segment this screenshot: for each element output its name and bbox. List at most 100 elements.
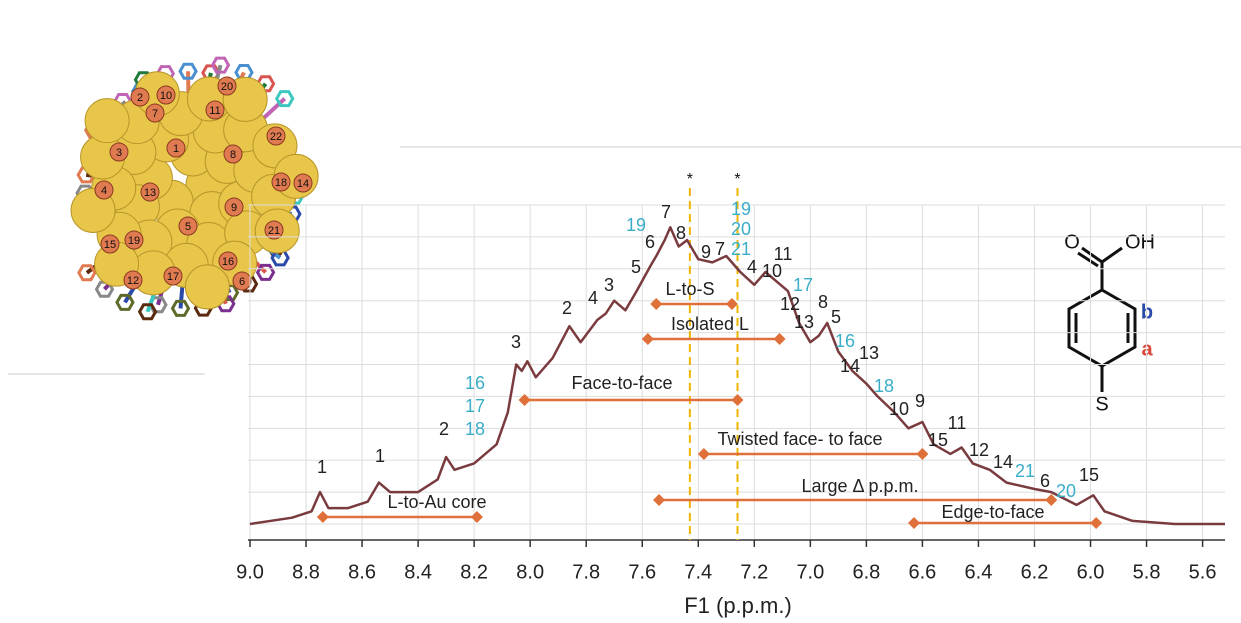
- range-end: [519, 394, 531, 406]
- atom-number: 13: [144, 187, 156, 199]
- peak-label: 18: [465, 419, 485, 439]
- range-end: [653, 494, 665, 506]
- peak-label: 9: [915, 391, 925, 411]
- peak-label: 17: [793, 275, 813, 295]
- peak-label: 18: [874, 376, 894, 396]
- atom-number: 2: [137, 92, 143, 104]
- figure: 21020711221831814139452115191617612 O OH…: [0, 0, 1241, 623]
- peak-label: 21: [731, 239, 751, 259]
- x-tick-label: 8.6: [348, 561, 376, 583]
- atom-number: 12: [127, 275, 139, 287]
- peak-label: 16: [465, 373, 485, 393]
- peak-label: 16: [835, 331, 855, 351]
- peak-label: 19: [626, 215, 646, 235]
- peak-label: 14: [840, 356, 860, 376]
- peak-label: 12: [780, 294, 800, 314]
- peak-label: 2: [439, 419, 449, 439]
- peak-label: 2: [562, 298, 572, 318]
- atom-number: 19: [128, 235, 140, 247]
- range-end: [732, 394, 744, 406]
- peak-label: 4: [588, 288, 598, 308]
- x-tick-label: 6.2: [1021, 561, 1049, 583]
- atom-number: 11: [209, 105, 220, 117]
- peak-label: 5: [831, 307, 841, 327]
- peak-label: 1: [317, 457, 327, 477]
- peak-label: 15: [1079, 465, 1099, 485]
- x-tick-label: 9.0: [236, 561, 264, 583]
- peak-label: 20: [731, 219, 751, 239]
- atom-number: 5: [185, 221, 191, 233]
- peak-label: 8: [818, 292, 828, 312]
- atom-number: 8: [230, 149, 236, 161]
- peak-label: 11: [948, 413, 967, 433]
- x-tick-label: 7.8: [572, 561, 600, 583]
- atom-number: 16: [222, 256, 234, 268]
- atom-number: 10: [160, 90, 172, 102]
- peak-label: 4: [747, 257, 757, 277]
- x-tick-label: 8.4: [404, 561, 432, 583]
- peak-label: 3: [511, 332, 521, 352]
- range-end: [1090, 517, 1102, 529]
- peak-label: 7: [661, 202, 671, 222]
- x-tick-label: 5.6: [1189, 561, 1217, 583]
- x-tick-label: 6.4: [965, 561, 993, 583]
- atom-number: 22: [270, 131, 282, 143]
- peak-label: 13: [859, 343, 879, 363]
- x-tick-label: 7.0: [796, 561, 824, 583]
- range-label: Twisted face- to face: [717, 429, 882, 449]
- nanocluster-image: 21020711221831814139452115191617612: [71, 58, 318, 319]
- atom-number: 1: [173, 143, 179, 155]
- peak-label: 6: [1040, 471, 1050, 491]
- peak-label: 10: [889, 399, 909, 419]
- atom-label: O: [1064, 231, 1080, 253]
- gold-atom: [85, 99, 129, 143]
- x-tick-label: 6.8: [852, 561, 880, 583]
- range-end: [471, 511, 483, 523]
- reference-mark: *: [687, 171, 693, 188]
- range-label: L-to-S: [665, 279, 714, 299]
- x-tick-label: 5.8: [1133, 561, 1161, 583]
- x-tick-label: 6.0: [1077, 561, 1105, 583]
- peak-label: 21: [1015, 461, 1035, 481]
- atom-number: 9: [231, 202, 237, 214]
- x-tick-label: 6.6: [909, 561, 937, 583]
- atom-number: 14: [297, 178, 309, 190]
- atom-label: OH: [1125, 231, 1155, 253]
- x-tick-label: 7.2: [740, 561, 768, 583]
- range-end: [774, 333, 786, 345]
- atom-number: 3: [116, 147, 122, 159]
- peak-label: 10: [762, 261, 782, 281]
- peak-label: 17: [465, 396, 485, 416]
- x-tick-label: 8.8: [292, 561, 320, 583]
- atom-number: 6: [239, 276, 245, 288]
- range-label: Face-to-face: [571, 373, 672, 393]
- range-end: [908, 517, 920, 529]
- atom-number: 7: [152, 108, 158, 120]
- atom-number: 21: [268, 225, 280, 237]
- reference-mark: *: [734, 171, 740, 188]
- range-end: [698, 448, 710, 460]
- range-label: Edge-to-face: [941, 502, 1044, 522]
- atom-number: 15: [104, 239, 116, 251]
- peak-label: 9: [701, 242, 711, 262]
- gold-atom: [185, 265, 229, 309]
- peak-label: 19: [731, 199, 751, 219]
- atom-number: 17: [167, 271, 179, 283]
- peak-label: 11: [774, 244, 793, 264]
- peak-label: 7: [715, 239, 725, 259]
- range-label: L-to-Au core: [387, 492, 486, 512]
- range-label: Isolated L: [671, 314, 749, 334]
- range-end: [642, 333, 654, 345]
- x-tick-label: 7.6: [628, 561, 656, 583]
- x-axis-title: F1 (p.p.m.): [684, 593, 792, 618]
- range-end: [726, 298, 738, 310]
- atom-number: 20: [221, 81, 233, 93]
- peak-label: 14: [993, 452, 1013, 472]
- peak-label: 5: [631, 257, 641, 277]
- atom-number: 4: [101, 185, 107, 197]
- proton-label: a: [1141, 338, 1153, 360]
- range-label: Large Δ p.p.m.: [801, 476, 918, 496]
- atom-number: 18: [275, 177, 287, 189]
- peak-label: 15: [928, 430, 948, 450]
- range-end: [317, 511, 329, 523]
